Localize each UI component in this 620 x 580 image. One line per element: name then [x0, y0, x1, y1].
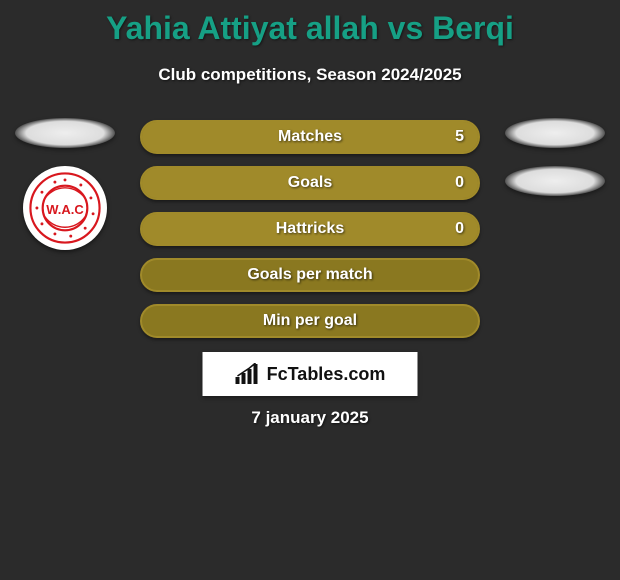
left-player-column: W.A.C: [10, 118, 120, 250]
club-badge-placeholder: [505, 166, 605, 196]
stat-bar: Hattricks 0: [140, 212, 480, 246]
stat-bar: Goals 0: [140, 166, 480, 200]
stat-bar-label: Hattricks: [276, 220, 344, 238]
watermark-text: FcTables.com: [267, 364, 386, 385]
stats-bars: Matches 5 Goals 0 Hattricks 0 Goals per match M…: [140, 120, 480, 350]
club-badge-left: W.A.C: [23, 166, 107, 250]
svg-text:W.A.C: W.A.C: [46, 202, 83, 217]
date-text: 7 january 2025: [0, 408, 620, 428]
stat-bar-label: Goals: [288, 174, 332, 192]
stat-bar-label: Min per goal: [263, 312, 357, 330]
player-photo-placeholder: [15, 118, 115, 148]
stat-bar-value: 0: [455, 174, 464, 192]
right-player-column: [500, 118, 610, 214]
stat-bar: Matches 5: [140, 120, 480, 154]
stat-bar: Goals per match: [140, 258, 480, 292]
watermark: FcTables.com: [203, 352, 418, 396]
fctables-logo-icon: [235, 363, 261, 385]
stat-bar-value: 5: [455, 128, 464, 146]
stat-bar-label: Matches: [278, 128, 342, 146]
subtitle: Club competitions, Season 2024/2025: [0, 65, 620, 85]
stat-bar: Min per goal: [140, 304, 480, 338]
stat-bar-value: 0: [455, 220, 464, 238]
stat-bar-label: Goals per match: [247, 266, 372, 284]
page-title: Yahia Attiyat allah vs Berqi: [0, 0, 620, 47]
player-photo-placeholder: [505, 118, 605, 148]
wac-badge-icon: W.A.C: [29, 172, 101, 244]
